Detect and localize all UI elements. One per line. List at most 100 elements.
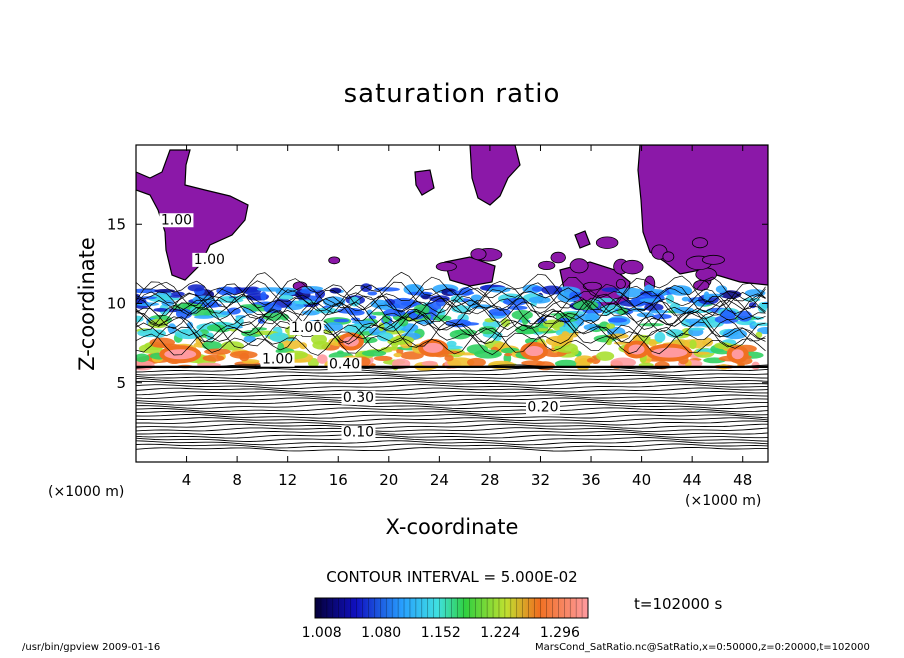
time-label: t=102000 s	[634, 595, 722, 613]
above-scale-region	[444, 256, 496, 287]
saturation-cell	[181, 329, 189, 333]
contour-line	[136, 407, 768, 413]
saturation-cell	[174, 328, 203, 340]
saturation-cell	[736, 310, 753, 322]
plot-area	[136, 145, 768, 452]
saturation-cell	[336, 350, 344, 355]
x-axis-label: X-coordinate	[386, 515, 519, 539]
x-tick-label: 4	[182, 471, 192, 489]
chart-title: saturation ratio	[344, 79, 561, 109]
x-tick-label: 24	[430, 471, 449, 489]
saturation-cell	[583, 323, 600, 331]
saturation-cell	[606, 323, 616, 329]
saturation-cell	[681, 296, 690, 302]
saturation-cell	[444, 354, 454, 362]
saturation-cell	[416, 319, 435, 325]
saturation-cell	[349, 296, 360, 307]
saturation-cell	[299, 342, 308, 350]
saturation-cell	[573, 300, 599, 311]
contour-line	[136, 440, 768, 446]
saturation-cell	[715, 285, 728, 294]
contour-line	[136, 423, 768, 429]
saturation-cell	[280, 339, 302, 350]
above-scale-region	[414, 169, 435, 196]
above-scale-region	[328, 256, 341, 265]
contour-line	[136, 293, 766, 330]
x-tick-label: 40	[632, 471, 651, 489]
saturation-cell	[484, 318, 496, 323]
saturation-cell	[260, 291, 267, 301]
z-axis-ticks: 5 10 15	[107, 215, 768, 392]
saturation-cell	[504, 353, 513, 357]
contour-line	[136, 319, 766, 356]
saturation-cell	[164, 349, 197, 360]
saturation-cell	[757, 302, 768, 313]
footer-left: /usr/bin/gpview 2009-01-16	[22, 642, 160, 653]
saturation-cell	[731, 349, 744, 360]
x-tick-label: 32	[531, 471, 550, 489]
saturation-cell	[596, 351, 615, 361]
saturation-cell	[689, 339, 697, 350]
contour-interval: CONTOUR INTERVAL = 5.000E-02	[326, 568, 577, 586]
contour-line	[136, 430, 768, 435]
colorbar-tick-label: 1.008	[302, 625, 342, 641]
saturation-cell	[269, 332, 289, 343]
contour-line	[136, 380, 768, 386]
saturation-cell	[234, 316, 244, 328]
contour-line	[136, 400, 768, 406]
saturation-cell	[654, 331, 666, 343]
contour-line	[136, 417, 768, 423]
saturation-cell	[542, 319, 565, 329]
colorbar-ticks: 1.008 1.080 1.152 1.224 1.296	[302, 625, 580, 641]
contour-line	[136, 390, 768, 396]
contour-label-bg	[341, 425, 376, 440]
saturation-cell	[294, 300, 317, 305]
contour-line	[136, 297, 766, 332]
contour-label: 1.00	[262, 352, 293, 368]
contour-label-bg	[289, 321, 324, 336]
saturation-cell	[488, 308, 511, 316]
saturation-cell	[446, 340, 457, 347]
above-scale-region	[662, 251, 675, 262]
saturation-cell	[307, 357, 319, 368]
contour-line	[136, 436, 768, 442]
above-scale-region	[615, 278, 626, 289]
contour-line	[136, 427, 768, 432]
contour-line	[136, 433, 768, 439]
saturation-cell	[423, 342, 444, 353]
saturation-cell	[702, 337, 714, 347]
saturation-cell	[169, 294, 183, 298]
x-unit-right: (×1000 m)	[685, 493, 761, 509]
x-tick-label: 20	[379, 471, 398, 489]
contour-line	[136, 367, 768, 373]
footer-right: MarsCond_SatRatio.nc@SatRatio,x=0:50000,…	[535, 642, 870, 653]
saturation-cell	[193, 315, 214, 319]
saturation-cell	[277, 342, 285, 353]
saturation-cell	[541, 285, 563, 295]
contour-label: 0.20	[527, 399, 558, 415]
contour-line	[136, 371, 768, 376]
saturation-cell	[161, 299, 175, 307]
above-scale-region	[620, 259, 644, 275]
x-tick-label: 44	[683, 471, 702, 489]
contour-label-bg	[341, 390, 376, 405]
above-scale-region	[470, 248, 487, 261]
saturation-cell	[324, 322, 344, 332]
saturation-cell	[202, 340, 222, 350]
contour-line	[136, 318, 766, 355]
x-tick-label: 36	[581, 471, 600, 489]
contour-line	[136, 271, 766, 308]
saturation-cell	[167, 323, 177, 335]
above-scale-region	[538, 260, 556, 270]
saturation-cell	[400, 301, 422, 307]
saturation-cell	[467, 357, 486, 367]
above-scale-region	[693, 280, 710, 291]
above-scale-region	[637, 145, 768, 286]
saturation-cell	[607, 333, 629, 339]
contour-label-bg	[260, 352, 295, 367]
contour-label-bg	[526, 400, 561, 415]
above-scale-region	[569, 258, 589, 274]
saturation-cell	[206, 332, 215, 341]
colorbar-tick-label: 1.080	[361, 625, 401, 641]
saturation-cell	[368, 315, 377, 320]
